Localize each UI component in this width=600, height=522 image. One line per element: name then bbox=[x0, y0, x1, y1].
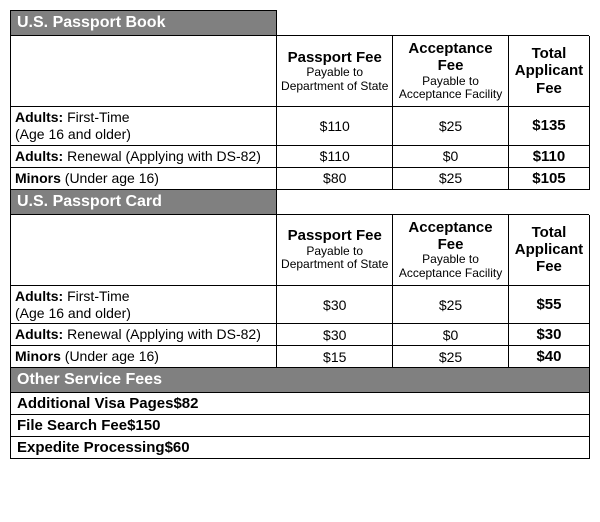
cell-acceptance-fee: $25 bbox=[393, 107, 509, 146]
col-title: Acceptance Fee bbox=[408, 219, 492, 253]
cell-total: $55 bbox=[508, 285, 589, 324]
col-title: Passport Fee bbox=[288, 49, 382, 66]
cell-acceptance-fee: $0 bbox=[393, 324, 509, 346]
col-sub: Payable to Acceptance Facility bbox=[395, 253, 506, 281]
cell-total: $105 bbox=[508, 167, 589, 189]
cell-total: $135 bbox=[508, 107, 589, 146]
cell-passport-fee: $110 bbox=[277, 107, 393, 146]
table-row: Expedite Processing$60 bbox=[11, 437, 590, 459]
col-title: Passport Fee bbox=[288, 227, 382, 244]
col-total: Total Applicant Fee bbox=[508, 36, 589, 107]
row-label: Minors (Under age 16) bbox=[11, 167, 277, 189]
row-label: Adults: First-Time (Age 16 and older) bbox=[11, 285, 277, 324]
table-row: U.S. Passport Card bbox=[11, 189, 590, 214]
table-row: Adults: Renewal (Applying with DS-82) $1… bbox=[11, 145, 590, 167]
table-row: Minors (Under age 16) $15 $25 $40 bbox=[11, 346, 590, 368]
row-label: Adults: Renewal (Applying with DS-82) bbox=[11, 324, 277, 346]
cell-acceptance-fee: $25 bbox=[393, 285, 509, 324]
cell-total: $40 bbox=[508, 346, 589, 368]
row-label: Adults: Renewal (Applying with DS-82) bbox=[11, 145, 277, 167]
section-title-card: U.S. Passport Card bbox=[11, 189, 277, 214]
row-label: Minors (Under age 16) bbox=[11, 346, 277, 368]
other-fee-row: Expedite Processing$60 bbox=[11, 437, 590, 459]
col-acceptance-fee: Acceptance Fee Payable to Acceptance Fac… bbox=[393, 36, 509, 107]
col-passport-fee: Passport Fee Payable to Department of St… bbox=[277, 214, 393, 285]
table-row: Adults: First-Time (Age 16 and older) $1… bbox=[11, 107, 590, 146]
col-total: Total Applicant Fee bbox=[508, 214, 589, 285]
cell-passport-fee: $80 bbox=[277, 167, 393, 189]
cell-passport-fee: $30 bbox=[277, 324, 393, 346]
table-row: Passport Fee Payable to Department of St… bbox=[11, 214, 590, 285]
col-title: Acceptance Fee bbox=[408, 40, 492, 74]
col-sub: Payable to Department of State bbox=[279, 66, 390, 94]
other-fee-row: File Search Fee$150 bbox=[11, 415, 590, 437]
cell-acceptance-fee: $25 bbox=[393, 167, 509, 189]
table-row: Adults: First-Time (Age 16 and older) $3… bbox=[11, 285, 590, 324]
cell-passport-fee: $15 bbox=[277, 346, 393, 368]
table-row: Additional Visa Pages$82 bbox=[11, 393, 590, 415]
cell-passport-fee: $30 bbox=[277, 285, 393, 324]
section-title-other: Other Service Fees bbox=[11, 368, 590, 393]
cell-acceptance-fee: $0 bbox=[393, 145, 509, 167]
col-sub: Payable to Acceptance Facility bbox=[395, 75, 506, 103]
table-row: Other Service Fees bbox=[11, 368, 590, 393]
col-title: Total Applicant Fee bbox=[515, 45, 583, 97]
table-row: U.S. Passport Book bbox=[11, 11, 590, 36]
col-acceptance-fee: Acceptance Fee Payable to Acceptance Fac… bbox=[393, 214, 509, 285]
table-row: Minors (Under age 16) $80 $25 $105 bbox=[11, 167, 590, 189]
row-label: Adults: First-Time (Age 16 and older) bbox=[11, 107, 277, 146]
other-fee-row: Additional Visa Pages$82 bbox=[11, 393, 590, 415]
cell-passport-fee: $110 bbox=[277, 145, 393, 167]
table-row: File Search Fee$150 bbox=[11, 415, 590, 437]
cell-total: $110 bbox=[508, 145, 589, 167]
cell-total: $30 bbox=[508, 324, 589, 346]
col-sub: Payable to Department of State bbox=[279, 245, 390, 273]
section-title-book: U.S. Passport Book bbox=[11, 11, 277, 36]
fees-table: U.S. Passport Book Passport Fee Payable … bbox=[10, 10, 590, 459]
cell-acceptance-fee: $25 bbox=[393, 346, 509, 368]
col-title: Total Applicant Fee bbox=[515, 224, 583, 276]
col-passport-fee: Passport Fee Payable to Department of St… bbox=[277, 36, 393, 107]
table-row: Adults: Renewal (Applying with DS-82) $3… bbox=[11, 324, 590, 346]
table-row: Passport Fee Payable to Department of St… bbox=[11, 36, 590, 107]
